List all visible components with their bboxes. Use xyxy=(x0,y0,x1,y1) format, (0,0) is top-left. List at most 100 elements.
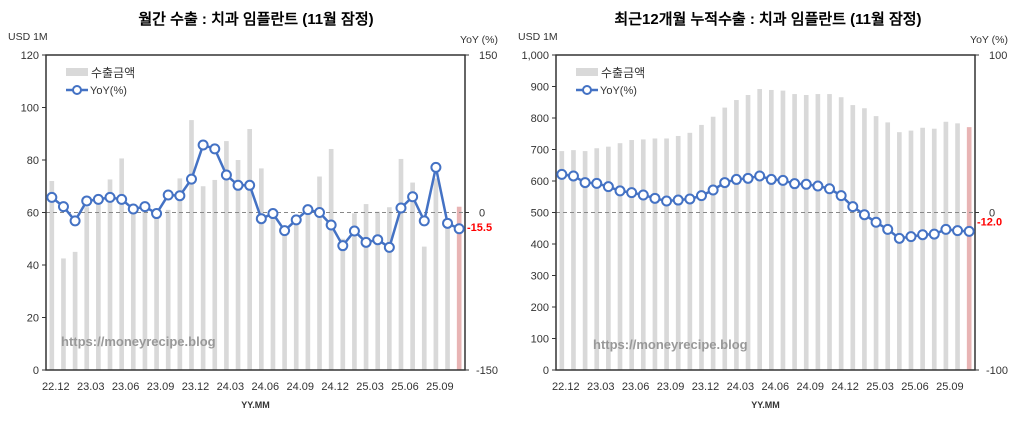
yoy-point-23.08 xyxy=(649,192,661,204)
yoy-point-24.12 xyxy=(835,190,847,202)
y2-tick-label: 150 xyxy=(479,50,497,62)
y-tick-label: 0 xyxy=(543,365,549,377)
yoy-point-23.06 xyxy=(626,187,638,199)
bar-23.01 xyxy=(61,258,66,370)
yoy-point-22.12 xyxy=(46,191,58,203)
bar-23.05 xyxy=(617,143,623,370)
yoy-point-25.06 xyxy=(395,202,407,214)
bar-24.10 xyxy=(305,212,311,370)
legend-bar-label: 수출금액 xyxy=(91,66,135,80)
bar-23.08 xyxy=(652,138,658,370)
yoy-point-23.05 xyxy=(104,191,116,203)
bar-24.05 xyxy=(247,129,253,370)
chart-title: 월간 수출 : 치과 임플란트 (11월 잠정) xyxy=(138,10,373,28)
yoy-point-24.08 xyxy=(279,225,291,237)
bar-25.02 xyxy=(352,213,357,370)
yoy-point-24.10 xyxy=(302,204,314,216)
x-tick-label: 23.09 xyxy=(657,381,685,393)
yoy-point-23.01 xyxy=(57,201,69,213)
x-tick-label: 24.03 xyxy=(727,381,755,393)
yoy-point-24.01 xyxy=(707,184,719,196)
bar-23.10 xyxy=(165,209,171,370)
y-axis-label: USD 1M xyxy=(518,31,558,43)
bar-24.04 xyxy=(745,95,751,370)
yoy-point-25.01 xyxy=(847,201,859,213)
bar-23.02 xyxy=(72,251,78,370)
bar-24.09 xyxy=(293,220,299,370)
y-tick-label: 80 xyxy=(27,155,39,167)
bar-22.12 xyxy=(49,181,55,370)
bar-24.02 xyxy=(722,107,728,370)
last-value-label: -15.5 xyxy=(467,222,492,234)
yoy-point-23.03 xyxy=(81,195,93,207)
yoy-point-23.05 xyxy=(614,185,626,197)
yoy-point-25.11 xyxy=(453,223,465,235)
legend-bar-swatch xyxy=(66,68,88,76)
x-tick-label: 24.06 xyxy=(762,381,790,393)
y2-tick-label: -100 xyxy=(986,365,1008,377)
chart-2: 최근12개월 누적수출 : 치과 임플란트 (11월 잠정) USD 1M YoY … xyxy=(518,10,1008,410)
y-tick-label: 400 xyxy=(531,239,549,251)
bar-25.08 xyxy=(931,128,937,370)
y-tick-label: 500 xyxy=(531,208,549,220)
bar-24.12 xyxy=(328,148,334,370)
x-tick-label: 22.12 xyxy=(42,381,70,393)
yoy-point-25.03 xyxy=(360,236,372,248)
watermark: https://moneyrecipe.blog xyxy=(593,337,748,352)
y-tick-label: 1,000 xyxy=(521,50,549,62)
x-tick-label: 24.03 xyxy=(217,381,245,393)
bar-25.05 xyxy=(897,132,902,370)
bar-24.01 xyxy=(200,186,206,370)
bar-24.05 xyxy=(757,89,763,371)
bar-24.08 xyxy=(792,94,797,370)
bar-24.03 xyxy=(734,100,739,371)
x-tick-label: 23.12 xyxy=(692,381,720,393)
bar-25.03 xyxy=(363,204,369,370)
yoy-point-24.02 xyxy=(209,143,221,155)
bar-23.12 xyxy=(189,120,194,370)
bar-25.02 xyxy=(862,108,867,371)
yoy-point-23.11 xyxy=(174,190,186,202)
y-tick-label: 600 xyxy=(531,176,549,188)
yoy-point-24.04 xyxy=(742,172,754,184)
x-tick-label: 24.09 xyxy=(286,381,314,393)
bar-22.12 xyxy=(559,151,565,370)
x-tick-label: 23.06 xyxy=(622,381,650,393)
bar-25.01 xyxy=(340,238,346,370)
y-tick-label: 200 xyxy=(531,302,549,314)
yoy-point-25.04 xyxy=(372,234,384,246)
yoy-point-23.04 xyxy=(92,193,104,205)
yoy-point-23.07 xyxy=(127,203,139,215)
yoy-point-24.09 xyxy=(800,178,812,190)
bar-23.12 xyxy=(699,124,704,371)
yoy-point-23.10 xyxy=(672,194,684,206)
yoy-point-24.11 xyxy=(314,207,326,218)
y-tick-label: 700 xyxy=(531,145,549,157)
x-tick-label: 23.03 xyxy=(77,381,105,393)
bar-25.11 xyxy=(966,127,972,370)
bar-25.10 xyxy=(445,225,450,370)
yoy-point-23.02 xyxy=(579,177,591,189)
y-tick-label: 300 xyxy=(531,271,549,283)
bar-24.07 xyxy=(270,212,276,370)
yoy-point-23.12 xyxy=(185,173,197,185)
x-tick-label: 23.06 xyxy=(112,381,140,393)
watermark: https://moneyrecipe.blog xyxy=(61,334,216,349)
x-tick-label: 24.06 xyxy=(252,381,280,393)
last-value-label: -12.0 xyxy=(977,216,1002,228)
y-tick-label: 60 xyxy=(27,208,39,220)
yoy-point-23.08 xyxy=(139,201,151,213)
bar-23.11 xyxy=(177,178,183,370)
yoy-point-23.09 xyxy=(661,195,673,207)
x-tick-label: 24.12 xyxy=(321,381,349,393)
yoy-point-25.08 xyxy=(928,228,940,240)
yoy-point-25.10 xyxy=(442,217,454,229)
yoy-point-24.05 xyxy=(754,170,766,182)
yoy-point-24.04 xyxy=(232,179,244,191)
bar-25.06 xyxy=(908,130,914,370)
yoy-point-25.02 xyxy=(348,225,360,237)
bar-23.06 xyxy=(119,158,124,370)
yoy-point-23.09 xyxy=(151,208,163,220)
yoy-point-23.01 xyxy=(567,170,579,182)
yoy-point-24.02 xyxy=(719,177,731,189)
